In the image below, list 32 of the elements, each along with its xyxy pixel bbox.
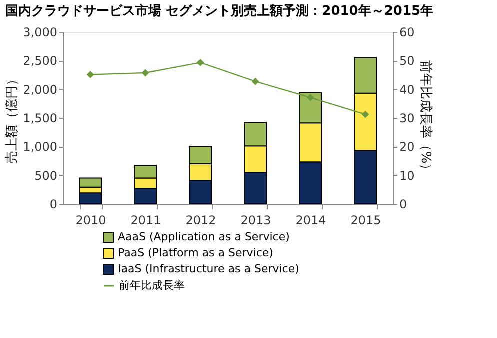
x-tick-label: 2010: [76, 214, 106, 228]
y2-tick-label: 30: [400, 112, 415, 126]
y2-tick-label: 20: [400, 140, 415, 154]
y2-tick-label: 50: [400, 54, 415, 68]
x-tick-label: 2012: [186, 214, 216, 228]
x-tick-label: 2014: [296, 214, 326, 228]
y-tick-label: 0: [50, 198, 58, 212]
y-tick-label: 2,000: [23, 82, 58, 97]
x-tick-label: 2013: [240, 214, 272, 228]
legend-label: AaaS (Application as a Service): [118, 230, 290, 244]
y-tick-label: 500: [34, 168, 58, 183]
point: [306, 94, 314, 102]
y2-tick-label: 0: [400, 198, 408, 212]
legend-label: 前年比成長率: [119, 279, 185, 292]
y2-axis-title: 前年比成長率（%）: [418, 60, 434, 177]
y-tick-label: 3,000: [23, 26, 58, 40]
y-tick-label: 1,000: [23, 140, 58, 154]
y2-tick-label: 40: [400, 82, 415, 97]
point: [362, 110, 370, 118]
legend-label: PaaS (Platform as a Service): [118, 246, 274, 260]
x-tick-label: 2011: [130, 214, 162, 228]
point: [252, 78, 260, 86]
y-axis-title: 売上額（億円）: [5, 73, 20, 164]
x-tick-label: 2015: [350, 214, 382, 228]
y-tick-label: 2,500: [23, 54, 58, 68]
y2-tick-label: 10: [400, 168, 415, 183]
y2-tick-label: 60: [400, 26, 415, 40]
y-tick-label: 1,500: [23, 112, 58, 126]
legend-label: IaaS (Infrastructure as a Service): [118, 262, 300, 276]
chart-title: 国内クラウドサービス市場 セグメント別売上額予測：2010年～2015年: [6, 3, 434, 19]
point: [196, 58, 204, 66]
point: [142, 69, 150, 77]
